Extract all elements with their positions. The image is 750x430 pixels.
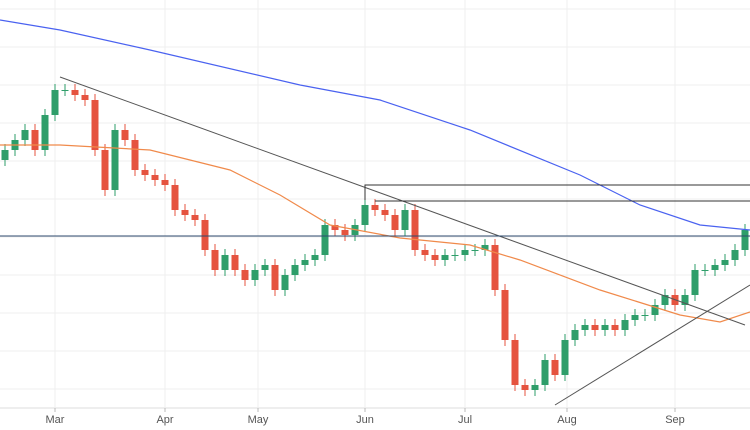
candle-body	[341, 230, 349, 235]
candle-body	[261, 265, 269, 270]
candle-body	[321, 225, 329, 255]
x-tick-label: Jun	[356, 414, 374, 426]
candle-body	[721, 260, 729, 265]
candle-body	[651, 305, 659, 315]
candle-body	[711, 265, 719, 270]
candle-body	[131, 140, 139, 170]
candle-body	[51, 90, 59, 115]
candle-body	[281, 275, 289, 290]
candle-body	[311, 255, 319, 260]
candle-body	[691, 270, 699, 295]
candle-body	[391, 215, 399, 230]
x-tick-label: Aug	[557, 414, 577, 426]
candle-body	[181, 210, 189, 215]
candle-body	[731, 250, 739, 260]
candle-body	[101, 150, 109, 190]
candle-body	[481, 245, 489, 250]
candle-body	[441, 255, 449, 260]
candle-body	[661, 295, 669, 305]
candle-body	[521, 385, 529, 390]
x-tick-label: Mar	[46, 414, 65, 426]
candle-body	[551, 360, 559, 375]
candle-body	[211, 250, 219, 270]
candle-body	[631, 315, 639, 320]
candle-body	[601, 325, 609, 330]
candle-body	[41, 115, 49, 150]
candle-body	[501, 290, 509, 340]
candle-body	[81, 95, 89, 100]
candle-body	[361, 205, 369, 225]
candle-body	[61, 90, 69, 91]
candle-body	[241, 270, 249, 280]
candle-body	[591, 325, 599, 330]
candle-body	[141, 170, 149, 175]
candle-body	[291, 265, 299, 275]
candle-body	[451, 255, 459, 256]
candle-body	[561, 340, 569, 375]
x-tick-label: Sep	[665, 414, 685, 426]
candle-body	[91, 100, 99, 150]
candle-body	[301, 260, 309, 265]
moving-average	[0, 19, 750, 231]
candle-body	[401, 210, 409, 230]
candle-body	[571, 330, 579, 340]
candle-body	[71, 90, 79, 95]
candle-body	[371, 205, 379, 210]
trend-line	[364, 184, 750, 200]
candle-body	[411, 210, 419, 250]
candle-body	[251, 270, 259, 280]
candle-body	[641, 315, 649, 316]
candle-body	[1, 150, 9, 160]
candle-body	[161, 180, 169, 185]
candle-body	[331, 225, 339, 230]
x-tick-label: Jul	[458, 414, 472, 426]
x-tick-label: May	[248, 414, 269, 426]
candle-body	[491, 245, 499, 290]
candle-body	[121, 130, 129, 140]
candle-body	[531, 385, 539, 390]
candle-body	[581, 325, 589, 330]
candle-body	[611, 325, 619, 330]
candle-body	[231, 255, 239, 270]
candle-body	[171, 185, 179, 210]
candle-body	[541, 360, 549, 385]
trend-line	[554, 284, 750, 406]
candle-body	[111, 130, 119, 190]
candle-body	[201, 220, 209, 250]
candle-body	[471, 250, 479, 251]
candle-body	[221, 255, 229, 270]
candle-body	[681, 295, 689, 305]
candle-body	[271, 265, 279, 290]
x-tick-label: Apr	[156, 414, 173, 426]
candle-body	[431, 255, 439, 260]
candle-body	[511, 340, 519, 385]
candle-body	[621, 320, 629, 330]
candle-body	[151, 175, 159, 180]
candle-body	[381, 210, 389, 215]
candle-body	[421, 250, 429, 255]
candle-body	[191, 215, 199, 220]
moving-average	[0, 144, 750, 323]
candle-body	[31, 130, 39, 150]
candle-body	[21, 130, 29, 140]
candle-body	[461, 250, 469, 255]
candle-body	[701, 270, 709, 271]
candle-body	[741, 230, 749, 250]
